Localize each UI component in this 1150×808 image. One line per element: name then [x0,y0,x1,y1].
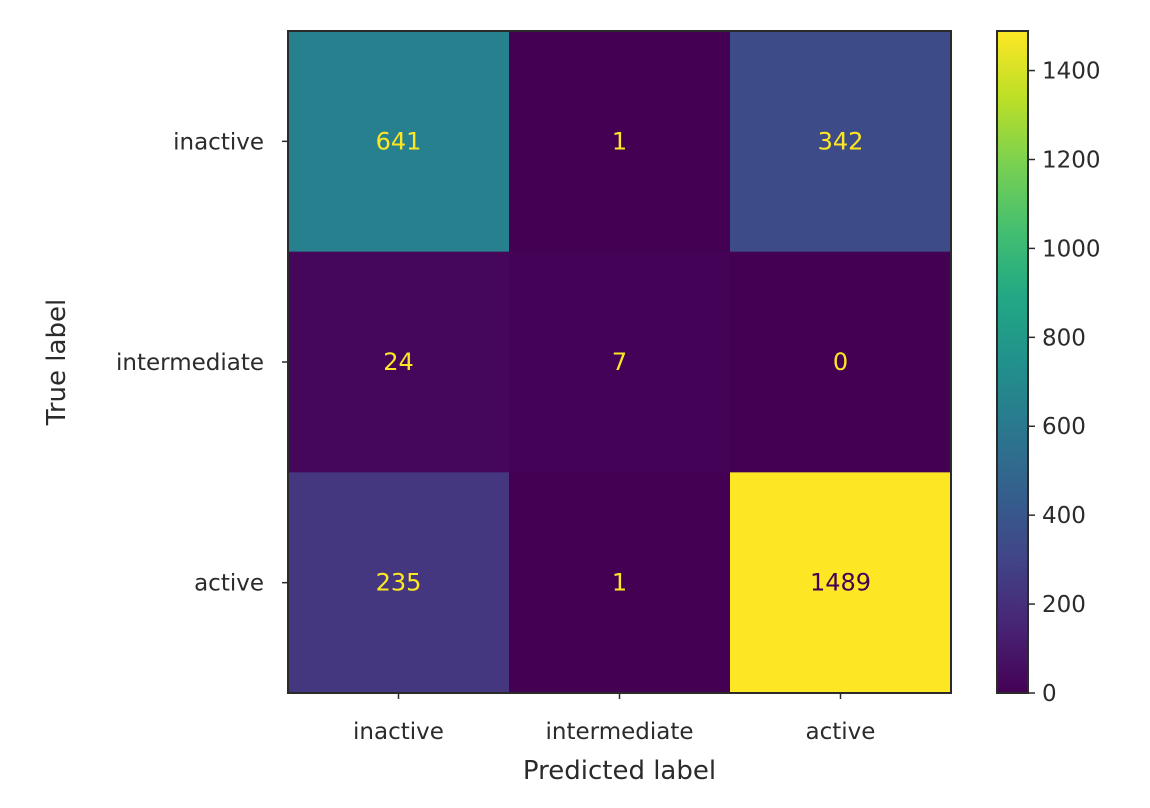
colorbar-tick-label: 1200 [1042,147,1101,173]
heatmap-cell [730,472,952,694]
x-tick-label: active [806,719,876,745]
colorbar-tick-label: 600 [1042,414,1086,440]
heatmap-cell [730,251,952,473]
heatmap-cell [509,472,731,694]
y-tick-label: intermediate [116,350,264,376]
heatmap-cell [288,472,510,694]
colorbar-tick-label: 1000 [1042,236,1101,262]
cell-value-label: 235 [376,569,422,597]
y-tick-label: inactive [173,129,264,155]
heatmap-cell [288,31,510,253]
cell-value-label: 641 [376,127,422,155]
colorbar-tick-label: 800 [1042,325,1086,351]
heatmap-cell [509,31,731,253]
cell-value-label: 1 [612,127,627,155]
colorbar-ticks: 0 200 400 600 800 1000 1200 1400 [1028,59,1101,707]
x-tick-labels: inactive intermediate active [353,693,875,745]
heatmap-cell [509,251,731,473]
y-tick-label: active [194,571,264,597]
heatmap-cell [288,251,510,473]
y-tick-labels: inactive intermediate active [116,129,288,597]
cell-value-label: 0 [833,348,848,376]
cell-value-label: 24 [383,348,414,376]
cell-value-label: 1 [612,569,627,597]
cell-value-label: 1489 [810,569,871,597]
heatmap-cells: 641 1 342 24 7 0 235 1 1489 [288,31,952,694]
colorbar-frame [996,30,1029,694]
colorbar-tick-label: 400 [1042,503,1086,529]
colorbar [997,31,1028,693]
colorbar-tick-label: 200 [1042,592,1086,618]
colorbar-tick-label: 0 [1042,681,1057,707]
heatmap-cell [730,31,952,253]
y-axis-title: True label [42,299,72,426]
x-tick-label: intermediate [546,719,694,745]
colorbar-tick-label: 1400 [1042,59,1101,85]
x-axis-title: Predicted label [523,756,716,786]
cell-value-label: 342 [818,127,864,155]
x-tick-label: inactive [353,719,444,745]
cell-value-label: 7 [612,348,627,376]
